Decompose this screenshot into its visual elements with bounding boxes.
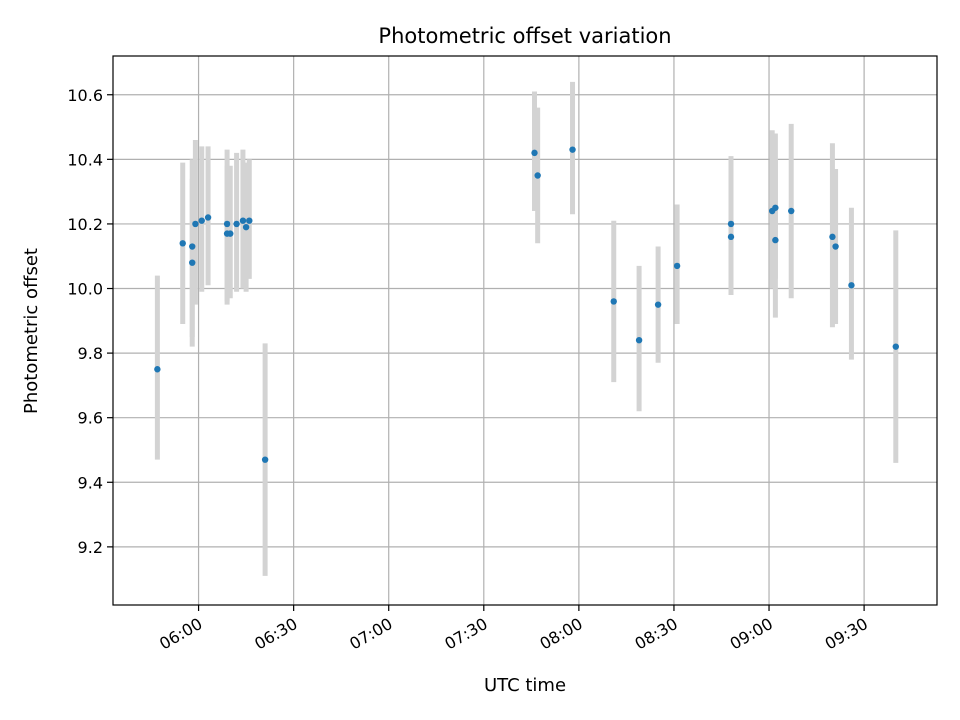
data-point xyxy=(223,220,231,228)
y-tick-label: 10.6 xyxy=(67,86,103,105)
data-point xyxy=(189,259,196,266)
data-point xyxy=(198,217,205,224)
data-point xyxy=(727,233,735,241)
data-point xyxy=(635,336,643,344)
data-point xyxy=(829,233,836,241)
grid xyxy=(113,56,937,605)
data-point xyxy=(239,217,247,224)
y-tick-label: 9.4 xyxy=(78,473,103,492)
data-point xyxy=(531,149,538,157)
chart-title: Photometric offset variation xyxy=(378,24,671,48)
data-point xyxy=(246,217,253,224)
y-tick-label: 10.2 xyxy=(67,215,103,234)
y-tick-label: 10.0 xyxy=(67,280,103,299)
data-point xyxy=(534,172,541,179)
y-axis-label: Photometric offset xyxy=(21,248,42,414)
y-tick-label: 9.6 xyxy=(78,409,103,428)
plot-frame xyxy=(112,55,938,606)
data-point xyxy=(772,204,779,211)
data-point xyxy=(242,223,250,231)
data-point xyxy=(654,301,662,308)
data-point xyxy=(233,220,240,228)
data-point xyxy=(892,343,899,350)
data-point xyxy=(154,366,161,373)
data-point xyxy=(772,236,779,244)
data-point xyxy=(610,298,617,305)
data-point xyxy=(727,220,735,228)
data-point xyxy=(832,243,839,250)
data-point xyxy=(673,262,681,270)
y-tick-label: 9.2 xyxy=(78,538,103,557)
data-point xyxy=(848,282,855,289)
data-points xyxy=(154,146,899,463)
x-axis-label: UTC time xyxy=(484,675,566,696)
data-point xyxy=(261,456,269,463)
data-point xyxy=(569,146,576,153)
data-point xyxy=(204,214,212,221)
data-point xyxy=(192,220,199,228)
data-point xyxy=(179,240,186,247)
data-point xyxy=(227,230,234,237)
data-point xyxy=(788,207,795,215)
y-tick-label: 9.8 xyxy=(78,344,103,363)
y-tick-label: 10.4 xyxy=(67,150,103,169)
data-point xyxy=(189,243,196,250)
y-axis-ticks: 9.2 9.4 9.6 9.8 10.0 10.2 10.4 10.6 xyxy=(67,86,113,557)
